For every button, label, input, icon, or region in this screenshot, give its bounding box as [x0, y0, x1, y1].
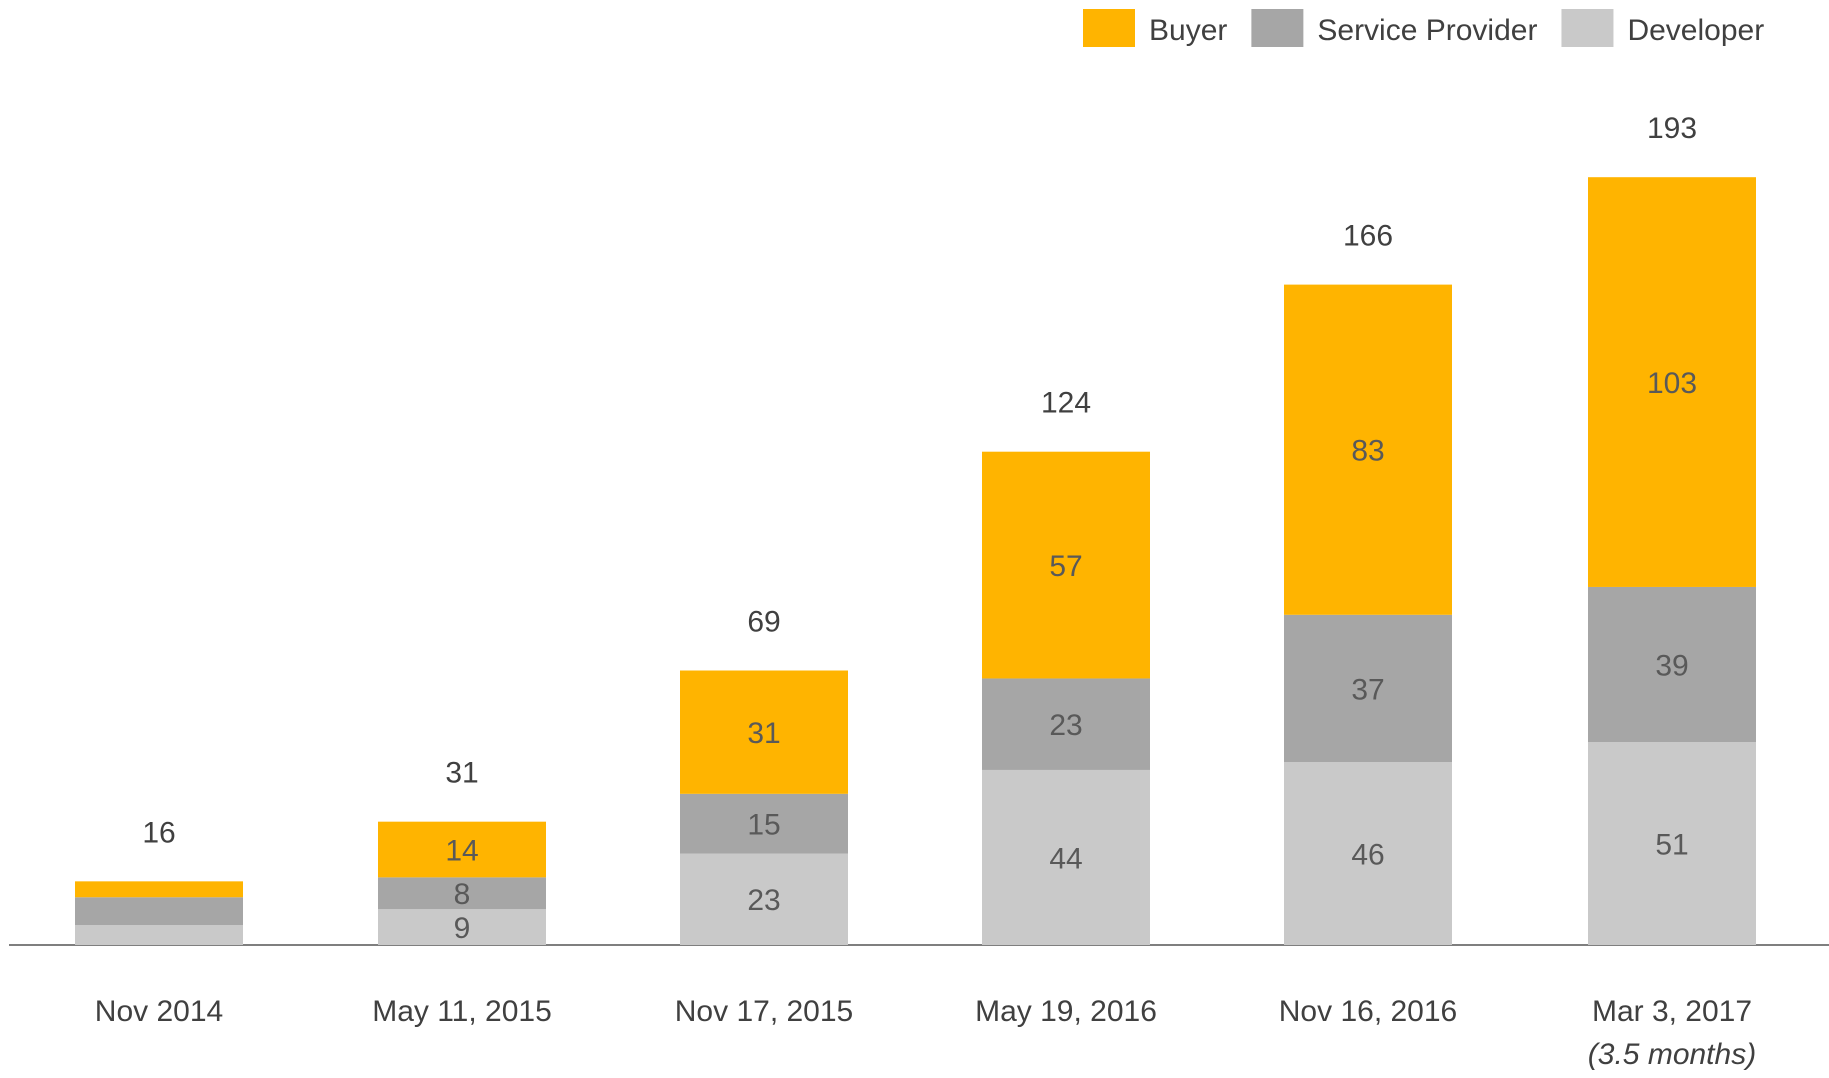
- total-label: 193: [1647, 112, 1697, 145]
- total-label: 69: [747, 605, 780, 638]
- total-label: 16: [142, 816, 175, 849]
- value-label: 39: [1655, 649, 1688, 682]
- bar-segment: [680, 793, 848, 854]
- bar-segment: [1588, 586, 1756, 743]
- value-label: 23: [1049, 709, 1082, 742]
- legend-swatch: [1251, 9, 1304, 47]
- value-label: 14: [445, 834, 478, 867]
- value-label: 46: [1351, 838, 1384, 871]
- x-tick-label: May 19, 2016: [975, 995, 1157, 1028]
- bar-segment: [378, 877, 546, 910]
- bar-segment: [1588, 177, 1756, 587]
- bar-segment: [982, 678, 1150, 770]
- x-tick-label: Mar 3, 2017: [1592, 995, 1752, 1028]
- bar-segment: [378, 909, 546, 945]
- value-label: 51: [1655, 828, 1688, 861]
- total-label: 31: [445, 757, 478, 790]
- bar-segment: [1284, 762, 1452, 945]
- total-label: 166: [1343, 220, 1393, 253]
- bar-segment: [680, 670, 848, 794]
- value-label: 23: [747, 884, 780, 917]
- bar-segment: [982, 451, 1150, 679]
- value-label: 103: [1647, 367, 1697, 400]
- bar-segment: [75, 881, 243, 898]
- bar-segment: [1284, 284, 1452, 615]
- legend-label: Developer: [1627, 14, 1764, 47]
- value-label: 83: [1351, 435, 1384, 468]
- x-tick-label: May 11, 2015: [372, 995, 552, 1028]
- x-tick-label: Nov 2014: [95, 995, 223, 1028]
- x-tick-label: Nov 17, 2015: [675, 995, 853, 1028]
- value-label: 44: [1049, 842, 1082, 875]
- value-label: 8: [454, 878, 471, 911]
- value-label: 9: [454, 912, 471, 945]
- legend-swatch: [1083, 9, 1135, 47]
- bar-segment: [378, 821, 546, 878]
- bar-segment: [75, 897, 243, 926]
- value-label: 37: [1351, 673, 1384, 706]
- bar-segment: [1284, 614, 1452, 762]
- bar-segment: [982, 769, 1150, 945]
- value-label: 57: [1049, 550, 1082, 583]
- legend-swatch: [1561, 9, 1614, 47]
- total-label: 124: [1041, 387, 1091, 420]
- bar-segment: [1588, 742, 1756, 945]
- legend-label: Service Provider: [1317, 14, 1537, 47]
- value-label: 15: [747, 809, 780, 842]
- legend-label: Buyer: [1149, 14, 1227, 47]
- bar-segment: [75, 925, 243, 945]
- annotation: (3.5 months): [1588, 1038, 1756, 1071]
- value-label: 31: [747, 717, 780, 750]
- bar-segment: [680, 853, 848, 945]
- x-tick-label: Nov 16, 2016: [1279, 995, 1457, 1028]
